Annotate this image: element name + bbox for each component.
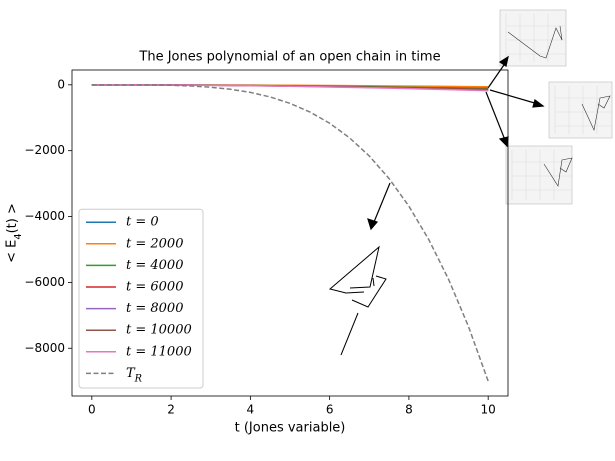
chart-title: The Jones polynomial of an open chain in… [138,50,440,65]
x-tick-label: 10 [481,403,496,417]
arrow-head [498,136,509,148]
inset-grid [511,150,572,200]
y-tick-label: −8000 [24,341,65,355]
arrow [489,89,539,105]
x-tick-label: 8 [405,403,413,417]
arrow [373,182,391,223]
arrow-head [367,218,379,231]
legend-label: t = 8000 [126,301,183,316]
inset-knot [581,95,611,131]
series-line [91,84,489,382]
arrow [485,91,506,141]
text-part: (t) > [5,203,20,233]
x-tick-label: 4 [247,403,255,417]
y-axis-label: < E4(t) > [5,203,24,263]
x-tick-label: 2 [167,403,175,417]
arrows [367,55,545,231]
inset-frame [505,145,573,205]
legend: t = 0 t = 2000 t = 4000 t = 6000 t = 8000 t =… [78,208,204,389]
knot-line [340,312,359,356]
legend-label: t = 0 [126,215,159,230]
y-tick-label: −6000 [24,275,65,289]
legend-label: t = 2000 [126,236,183,251]
plot-area: 0 2 4 6 8 10 0 −2000 −4000 −6000 −8000 [24,77,495,416]
inset-frame [499,9,567,67]
arrow-head [532,98,545,108]
inset-knot [543,157,573,187]
legend-label: t = 6000 [126,280,183,295]
inset-knot [507,25,563,59]
subscript: R [134,373,142,384]
x-tick-label: 6 [326,403,334,417]
axes-frame [71,69,509,397]
y-tick-label: 0 [57,77,65,91]
y-tick-label: −2000 [24,143,65,157]
knot-line [328,245,380,294]
x-tick-label: 0 [88,403,96,417]
inset-grid [554,86,612,134]
legend-label: t = 10000 [126,323,192,338]
knot-drawing [328,245,387,356]
inset-grid [505,14,566,62]
inset-plots [499,9,613,205]
legend-frame [78,208,204,389]
arrow [487,61,507,89]
series-line [91,84,489,92]
legend-label: t = 4000 [126,258,183,273]
knot-line [372,277,375,287]
y-tick-label: −4000 [24,209,65,223]
inset-frame [548,81,613,139]
x-axis-label: t (Jones variable) [235,421,346,436]
knot-line [351,275,387,308]
legend-label: t = 11000 [126,344,192,359]
arrow-head [498,55,509,67]
subscript: 4 [13,233,24,239]
